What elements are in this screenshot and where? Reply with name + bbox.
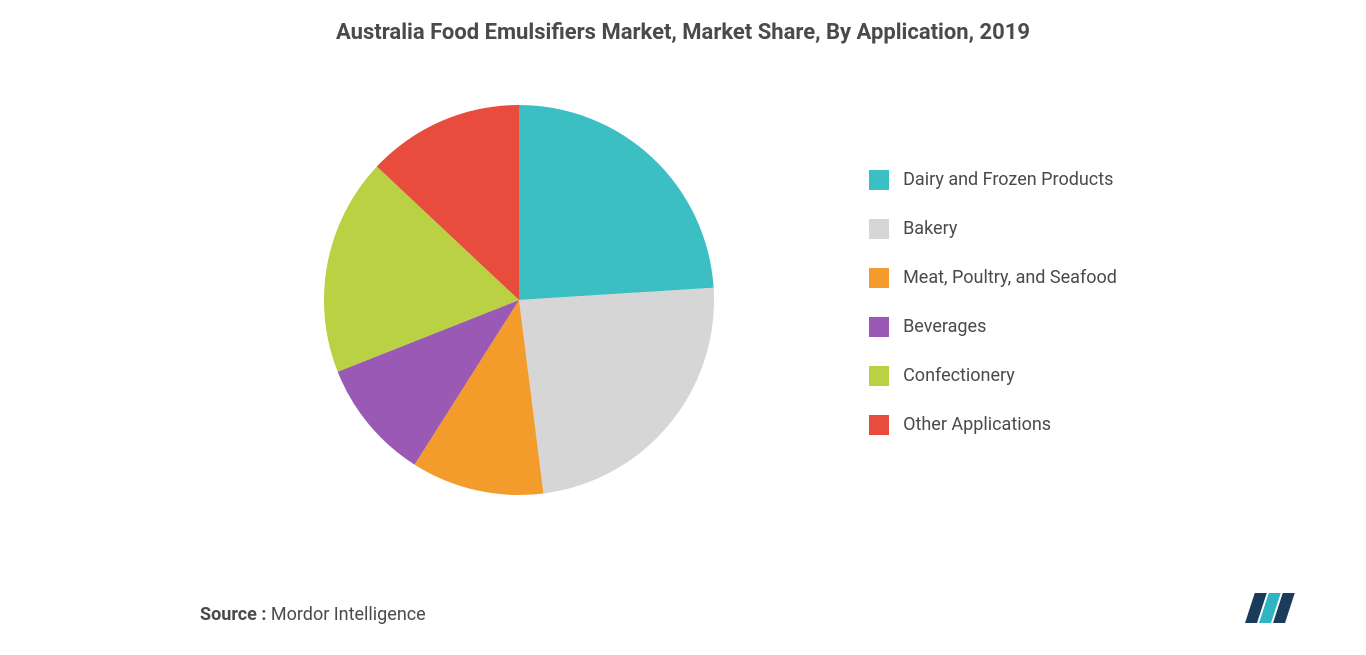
legend-label: Other Applications — [903, 414, 1051, 435]
mordor-logo-icon — [1236, 583, 1326, 631]
legend-item: Dairy and Frozen Products — [869, 169, 1117, 190]
pie-svg — [249, 85, 789, 515]
legend-label: Beverages — [903, 316, 986, 337]
pie-slice — [519, 105, 714, 300]
legend: Dairy and Frozen Products Bakery Meat, Pou… — [869, 169, 1117, 435]
legend-label: Dairy and Frozen Products — [903, 169, 1113, 190]
legend-item: Bakery — [869, 218, 1117, 239]
legend-swatch — [869, 219, 889, 239]
legend-swatch — [869, 268, 889, 288]
legend-label: Bakery — [903, 218, 957, 239]
legend-swatch — [869, 415, 889, 435]
pie-slice — [519, 288, 714, 494]
chart-area: Dairy and Frozen Products Bakery Meat, Pou… — [0, 85, 1366, 519]
legend-item: Confectionery — [869, 365, 1117, 386]
source-label: Source : — [200, 604, 266, 625]
legend-label: Meat, Poultry, and Seafood — [903, 267, 1117, 288]
pie-chart — [249, 85, 789, 519]
legend-item: Beverages — [869, 316, 1117, 337]
legend-swatch — [869, 317, 889, 337]
mordor-logo — [1236, 583, 1326, 635]
legend-swatch — [869, 366, 889, 386]
chart-title: Australia Food Emulsifiers Market, Marke… — [0, 0, 1366, 45]
legend-swatch — [869, 170, 889, 190]
legend-item: Meat, Poultry, and Seafood — [869, 267, 1117, 288]
source-line: Source : Mordor Intelligence — [200, 604, 426, 625]
legend-item: Other Applications — [869, 414, 1117, 435]
legend-label: Confectionery — [903, 365, 1015, 386]
source-text: Mordor Intelligence — [271, 604, 426, 625]
